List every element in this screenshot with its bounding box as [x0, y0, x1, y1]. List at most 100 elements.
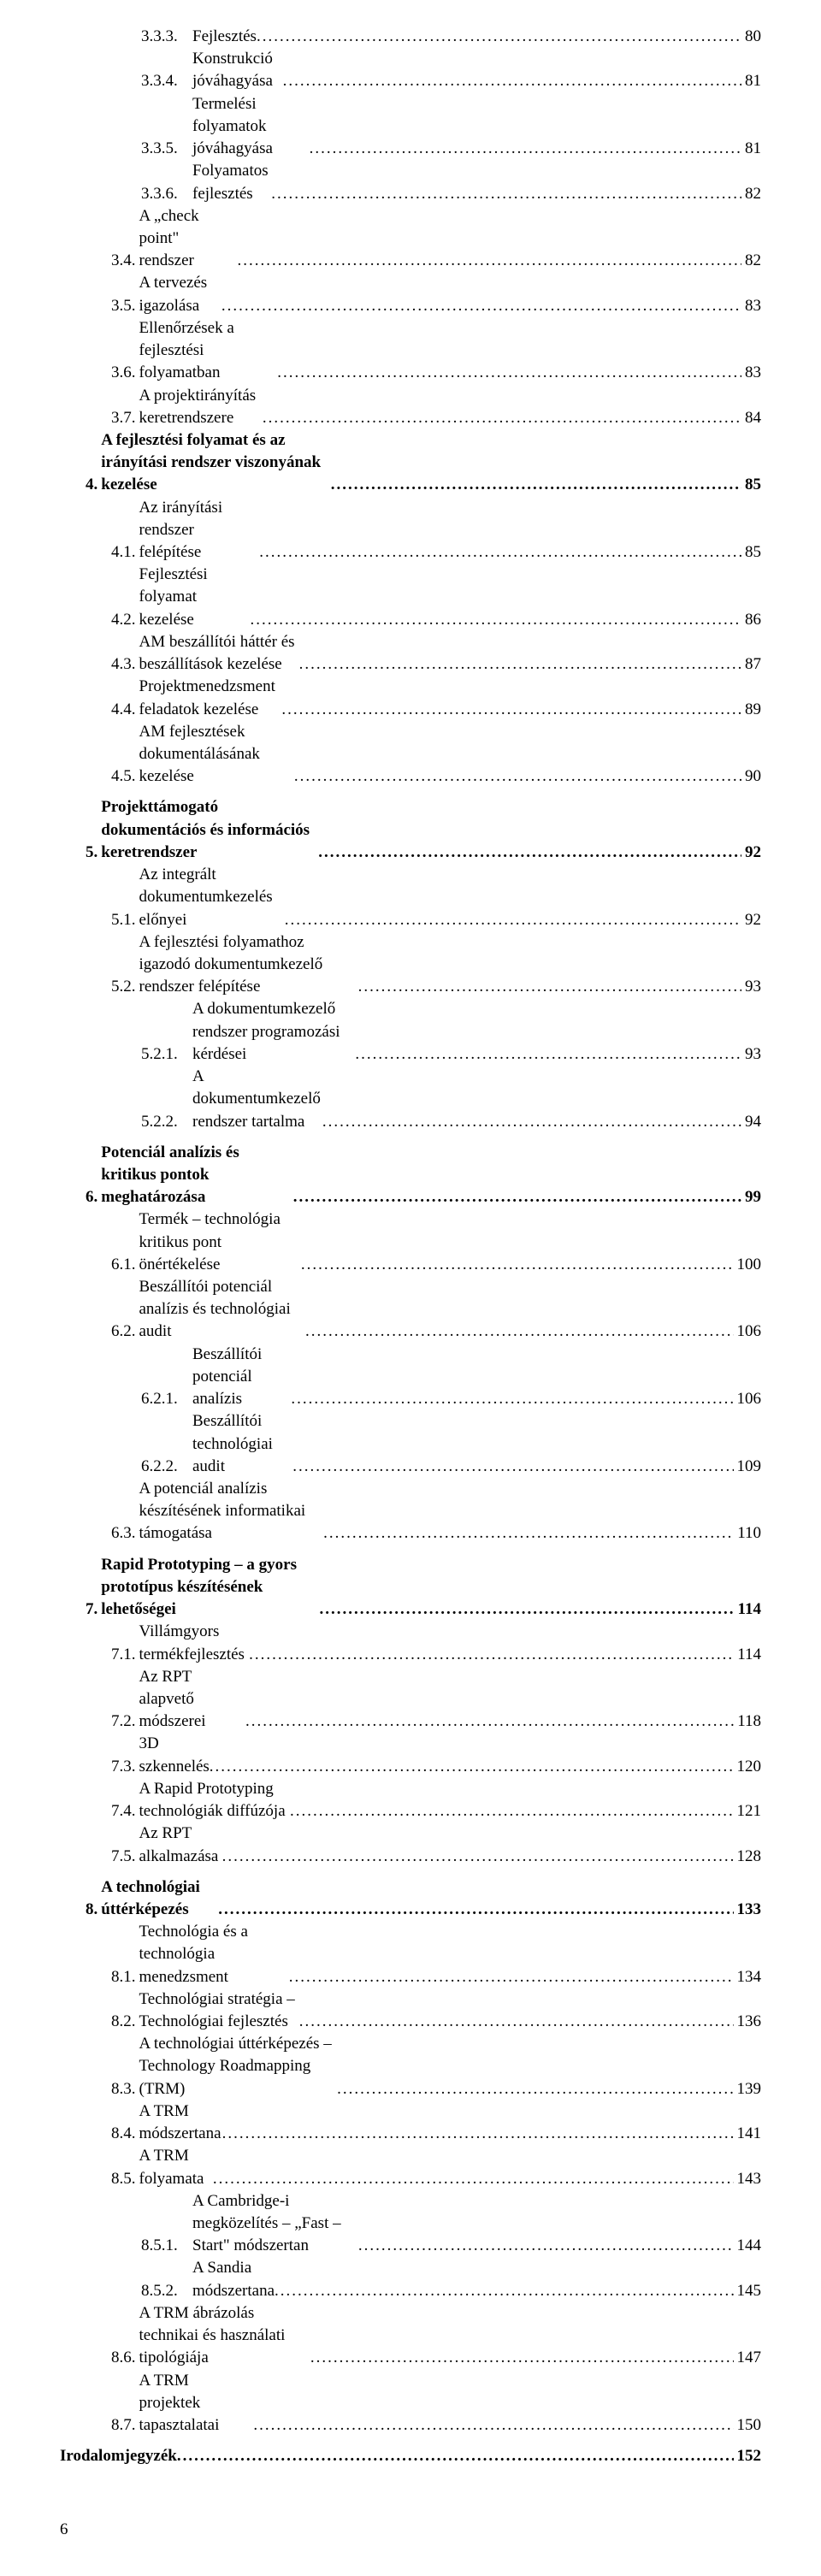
toc-entry-title: Beszállítói potenciál analízis [192, 1344, 291, 1411]
toc-leader [275, 2280, 733, 2302]
toc-entry-title: Termék – technológia kritikus pont önért… [139, 1208, 301, 1276]
toc-leader [291, 1388, 733, 1410]
toc-entry-number: 8.6. [111, 2347, 139, 2369]
toc-entry-title: A technológiai úttérképezés [101, 1876, 218, 1921]
toc-entry-number: 6.3. [111, 1522, 139, 1545]
toc-entry-number: 8.5. [111, 2168, 139, 2190]
toc-entry: 3.3.5.Termelési folyamatok jóváhagyása81 [60, 93, 761, 161]
toc-entry-number: 4.5. [111, 765, 139, 788]
toc-entry-page: 145 [734, 2280, 762, 2302]
toc-entry: 7.Rapid Prototyping – a gyors prototípus… [60, 1554, 761, 1622]
toc-entry-page: 114 [734, 1644, 761, 1666]
toc-entry-page: 93 [741, 976, 761, 998]
toc-entry-number: 5.2.1. [141, 1043, 192, 1066]
toc-leader [249, 1644, 734, 1666]
toc-entry-number: 8.4. [111, 2123, 139, 2145]
toc-entry-title: AM fejlesztések dokumentálásának kezelés… [139, 721, 294, 789]
toc-leader [285, 909, 741, 931]
toc-leader [251, 609, 741, 631]
toc-entry-title: Folyamatos fejlesztés [192, 160, 271, 204]
toc-entry: 6.1.Termék – technológia kritikus pont ö… [60, 1208, 761, 1276]
toc-entry-page: 99 [741, 1186, 761, 1208]
toc-entry-number: 4. [86, 474, 101, 496]
toc-entry-title: Beszállítói technológiai audit [192, 1410, 292, 1478]
toc-leader [277, 362, 741, 384]
toc-entry: 3.7.A projektirányítás keretrendszere84 [60, 385, 761, 429]
toc-entry: 4.4.Projektmenedzsment feladatok kezelés… [60, 676, 761, 720]
toc-entry-page: 106 [734, 1320, 762, 1343]
toc-entry: 8.2.Technológiai stratégia – Technológia… [60, 1988, 761, 2033]
toc-entry-page: 143 [734, 2168, 762, 2190]
toc-entry-title: Technológia és a technológia menedzsment [139, 1921, 289, 1988]
toc-entry-title: Technológiai stratégia – Technológiai fe… [139, 1988, 299, 2033]
toc-entry-number: 5.2.2. [141, 1111, 192, 1133]
toc-leader [301, 1254, 734, 1276]
toc-entry-number: 3.3.4. [141, 70, 192, 92]
toc-entry: 3.6.Ellenőrzések a fejlesztési folyamatb… [60, 317, 761, 385]
toc-entry-number: 4.3. [111, 653, 139, 676]
toc-entry-title: A fejlesztési folyamat és az irányítási … [101, 429, 330, 497]
toc-entry-title: 3D szkennelés [139, 1733, 210, 1777]
toc-leader [245, 1710, 734, 1733]
toc-entry: 3.3.3.Fejlesztés80 [60, 26, 761, 48]
toc-entry-number: 7.4. [111, 1800, 139, 1823]
toc-entry-number: 7.3. [111, 1756, 139, 1778]
toc-leader [221, 295, 741, 317]
toc-entry: 3.3.4.Konstrukció jóváhagyása81 [60, 48, 761, 92]
toc-leader [358, 976, 741, 998]
toc-entry: 6.2.1.Beszállítói potenciál analízis106 [60, 1344, 761, 1411]
toc-entry-number: 8.1. [111, 1966, 139, 1988]
toc-entry-page: 109 [734, 1456, 762, 1478]
toc-leader [283, 70, 741, 92]
toc-leader [337, 2078, 733, 2100]
toc-entry: 3.4.A „check point" rendszer82 [60, 205, 761, 273]
toc-entry: 8.3.A technológiai úttérképezés – Techno… [60, 2033, 761, 2100]
toc-entry-page: 94 [741, 1111, 761, 1133]
toc-entry: 6.3.A potenciál analízis készítésének in… [60, 1478, 761, 1545]
toc-entry: 8.4.A TRM módszertana141 [60, 2100, 761, 2145]
toc-entry-title: Az RPT alkalmazása [139, 1823, 222, 1867]
toc-leader [310, 138, 741, 160]
toc-entry-page: 87 [741, 653, 761, 676]
toc-entry: Irodalomjegyzék152 [60, 2445, 761, 2467]
toc-entry-title: Projektmenedzsment feladatok kezelése [139, 676, 282, 720]
toc-entry: 3.5.A tervezés igazolása83 [60, 272, 761, 316]
toc-entry-number: 6.1. [111, 1254, 139, 1276]
toc-entry-number: 8.2. [111, 2011, 139, 2033]
toc-entry-page: 92 [741, 842, 761, 864]
toc-leader [271, 183, 741, 205]
toc-entry: 5.2.1.A dokumentumkezelő rendszer progra… [60, 998, 761, 1066]
toc-entry: 4.2.Fejlesztési folyamat kezelése86 [60, 564, 761, 631]
toc-entry: 6.2.Beszállítói potenciál analízis és te… [60, 1276, 761, 1344]
toc-entry-title: A Cambridge-i megközelítés – „Fast – Sta… [192, 2190, 358, 2258]
toc-entry-number: 8.7. [111, 2414, 139, 2437]
toc-leader [290, 1800, 734, 1823]
toc-entry-title: A dokumentumkezelő rendszer tartalma [192, 1066, 322, 1133]
toc-entry: 5.1.Az integrált dokumentumkezelés előny… [60, 864, 761, 931]
toc-entry-page: 139 [734, 2078, 762, 2100]
toc-entry-number: 7.5. [111, 1846, 139, 1868]
toc-entry-title: A TRM projektek tapasztalatai [139, 2370, 254, 2437]
toc-entry-number: 4.1. [111, 541, 139, 564]
toc-entry: 4.A fejlesztési folyamat és az irányítás… [60, 429, 761, 497]
toc-entry-page: 121 [734, 1800, 762, 1823]
toc-leader [213, 2168, 734, 2190]
toc-leader [323, 1522, 734, 1545]
toc-entry-number: 3.3.3. [141, 26, 192, 48]
toc-entry: 8.1.Technológia és a technológia menedzs… [60, 1921, 761, 1988]
toc-entry-number: 6.2. [111, 1320, 139, 1343]
toc-entry-page: 141 [734, 2123, 762, 2145]
toc-entry-title: Fejlesztés [192, 26, 257, 48]
toc-entry-title: A projektirányítás keretrendszere [139, 385, 263, 429]
toc-entry: 7.4.A Rapid Prototyping technológiák dif… [60, 1778, 761, 1823]
toc-entry-page: 128 [734, 1846, 762, 1868]
toc-entry-number: 5. [86, 842, 101, 864]
toc-leader [294, 765, 741, 788]
toc-entry-page: 81 [741, 70, 761, 92]
toc-entry-title: Irodalomjegyzék [60, 2445, 177, 2467]
toc-entry: 5.2.A fejlesztési folyamathoz igazodó do… [60, 931, 761, 999]
toc-entry-page: 150 [734, 2414, 762, 2437]
toc-entry-title: Termelési folyamatok jóváhagyása [192, 93, 310, 161]
toc-leader [299, 653, 741, 676]
toc-entry-title: Fejlesztési folyamat kezelése [139, 564, 251, 631]
